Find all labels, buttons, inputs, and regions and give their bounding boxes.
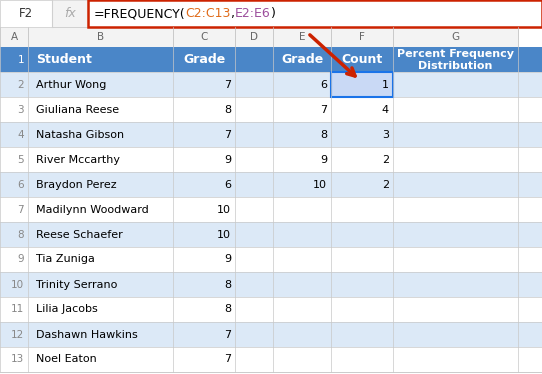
Text: Dashawn Hawkins: Dashawn Hawkins <box>36 329 138 340</box>
Text: E: E <box>299 32 305 42</box>
Text: 8: 8 <box>224 279 231 289</box>
Text: 9: 9 <box>224 154 231 165</box>
Text: 7: 7 <box>224 129 231 140</box>
Text: C2:C13: C2:C13 <box>185 7 231 20</box>
Text: 7: 7 <box>320 104 327 114</box>
Text: Lilia Jacobs: Lilia Jacobs <box>36 304 98 315</box>
Text: Trinity Serrano: Trinity Serrano <box>36 279 118 289</box>
Text: F: F <box>359 32 365 42</box>
Text: 7: 7 <box>224 80 231 89</box>
Bar <box>331 72 393 97</box>
Text: River Mccarthy: River Mccarthy <box>36 154 120 165</box>
Text: 4: 4 <box>382 104 389 114</box>
Text: 6: 6 <box>17 180 24 190</box>
Text: F2: F2 <box>19 7 33 20</box>
Text: C: C <box>201 32 208 42</box>
Bar <box>0 347 542 372</box>
Text: Grade: Grade <box>281 53 323 66</box>
Text: 4: 4 <box>17 129 24 140</box>
Text: Student: Student <box>36 53 92 66</box>
Bar <box>0 197 542 222</box>
Text: Count: Count <box>341 53 383 66</box>
Bar <box>0 72 542 97</box>
Bar <box>0 322 542 347</box>
Text: 2: 2 <box>17 80 24 89</box>
Bar <box>0 222 542 247</box>
Text: ): ) <box>271 7 276 20</box>
Bar <box>0 47 542 72</box>
Text: 8: 8 <box>320 129 327 140</box>
Bar <box>0 147 542 172</box>
Text: 11: 11 <box>11 304 24 315</box>
Text: A: A <box>10 32 17 42</box>
Text: 8: 8 <box>224 304 231 315</box>
Text: 7: 7 <box>224 355 231 365</box>
Text: Giuliana Reese: Giuliana Reese <box>36 104 119 114</box>
Text: 1: 1 <box>382 80 389 89</box>
Text: fx: fx <box>64 7 76 20</box>
Bar <box>0 272 542 297</box>
Text: E2:E6: E2:E6 <box>235 7 271 20</box>
Text: 7: 7 <box>17 205 24 215</box>
Text: B: B <box>97 32 104 42</box>
Text: Grade: Grade <box>183 53 225 66</box>
Text: Distribution: Distribution <box>418 61 493 71</box>
Text: Arthur Wong: Arthur Wong <box>36 80 106 89</box>
Text: Reese Schaefer: Reese Schaefer <box>36 230 122 239</box>
Bar <box>0 27 28 47</box>
Bar <box>0 297 542 322</box>
Text: 10: 10 <box>11 279 24 289</box>
Text: 1: 1 <box>17 55 24 64</box>
Bar <box>0 122 542 147</box>
Text: D: D <box>250 32 258 42</box>
Bar <box>0 0 52 27</box>
Bar <box>393 27 518 47</box>
Bar <box>0 0 542 27</box>
Text: Madilynn Woodward: Madilynn Woodward <box>36 205 149 215</box>
Text: ,: , <box>231 7 235 20</box>
Text: Noel Eaton: Noel Eaton <box>36 355 97 365</box>
Text: 5: 5 <box>17 154 24 165</box>
Text: =FREQUENCY(: =FREQUENCY( <box>94 7 185 20</box>
Bar <box>173 27 235 47</box>
Text: 8: 8 <box>17 230 24 239</box>
Text: 6: 6 <box>224 180 231 190</box>
Bar <box>0 97 542 122</box>
Text: 10: 10 <box>217 230 231 239</box>
Bar <box>273 27 331 47</box>
Text: 7: 7 <box>224 329 231 340</box>
Bar <box>0 247 542 272</box>
Text: 2: 2 <box>382 180 389 190</box>
Text: 9: 9 <box>17 254 24 264</box>
Bar <box>88 0 542 27</box>
Text: 10: 10 <box>313 180 327 190</box>
Text: G: G <box>451 32 460 42</box>
Text: Tia Zuniga: Tia Zuniga <box>36 254 95 264</box>
Bar <box>28 27 173 47</box>
Text: 2: 2 <box>382 154 389 165</box>
Text: Percent Frequency: Percent Frequency <box>397 49 514 58</box>
Bar <box>0 172 542 197</box>
Text: Braydon Perez: Braydon Perez <box>36 180 117 190</box>
Text: 10: 10 <box>217 205 231 215</box>
Text: 9: 9 <box>320 154 327 165</box>
Text: 8: 8 <box>224 104 231 114</box>
Text: 13: 13 <box>11 355 24 365</box>
Bar <box>331 27 393 47</box>
Text: 6: 6 <box>320 80 327 89</box>
Text: 3: 3 <box>382 129 389 140</box>
Text: 3: 3 <box>17 104 24 114</box>
Text: 9: 9 <box>224 254 231 264</box>
Text: 12: 12 <box>11 329 24 340</box>
Bar <box>235 27 273 47</box>
Text: Natasha Gibson: Natasha Gibson <box>36 129 124 140</box>
